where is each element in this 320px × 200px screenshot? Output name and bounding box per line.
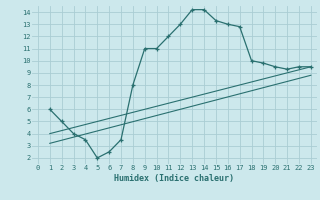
X-axis label: Humidex (Indice chaleur): Humidex (Indice chaleur) [115, 174, 234, 183]
